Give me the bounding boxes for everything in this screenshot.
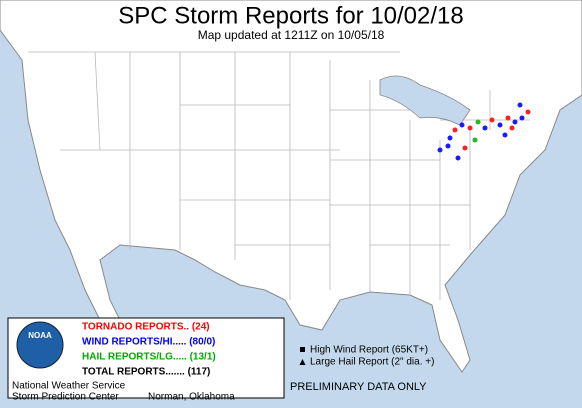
hail-count: HAIL REPORTS/LG..... (13/1) [82, 352, 216, 363]
total-count: TOTAL REPORTS....... (117) [82, 367, 210, 378]
notice: PRELIMINARY DATA ONLY [290, 381, 427, 393]
state-borders [28, 51, 530, 300]
title: SPC Storm Reports for 10/02/18 [118, 2, 464, 29]
tornado-count: TORNADO REPORTS.. (24) [82, 322, 210, 333]
office-line: Storm Prediction Center [12, 392, 119, 403]
key-label: High Wind Report (65KT+) [310, 345, 428, 356]
wind-count: WIND REPORTS/HI..... (80/0) [82, 337, 215, 348]
report-dots [437, 102, 531, 161]
city: Norman, Oklahoma [148, 392, 235, 403]
key-label: Large Hail Report (2" dia. +) [310, 357, 434, 368]
office-line: National Weather Service [12, 381, 126, 392]
key-triangle [299, 359, 306, 365]
key-square [300, 347, 305, 352]
logo-text: NOAA [28, 331, 52, 340]
subtitle: Map updated at 1211Z on 10/05/18 [198, 28, 385, 42]
logo [16, 321, 64, 369]
